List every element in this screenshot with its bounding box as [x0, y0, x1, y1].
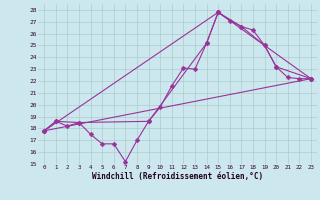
X-axis label: Windchill (Refroidissement éolien,°C): Windchill (Refroidissement éolien,°C) [92, 172, 263, 181]
